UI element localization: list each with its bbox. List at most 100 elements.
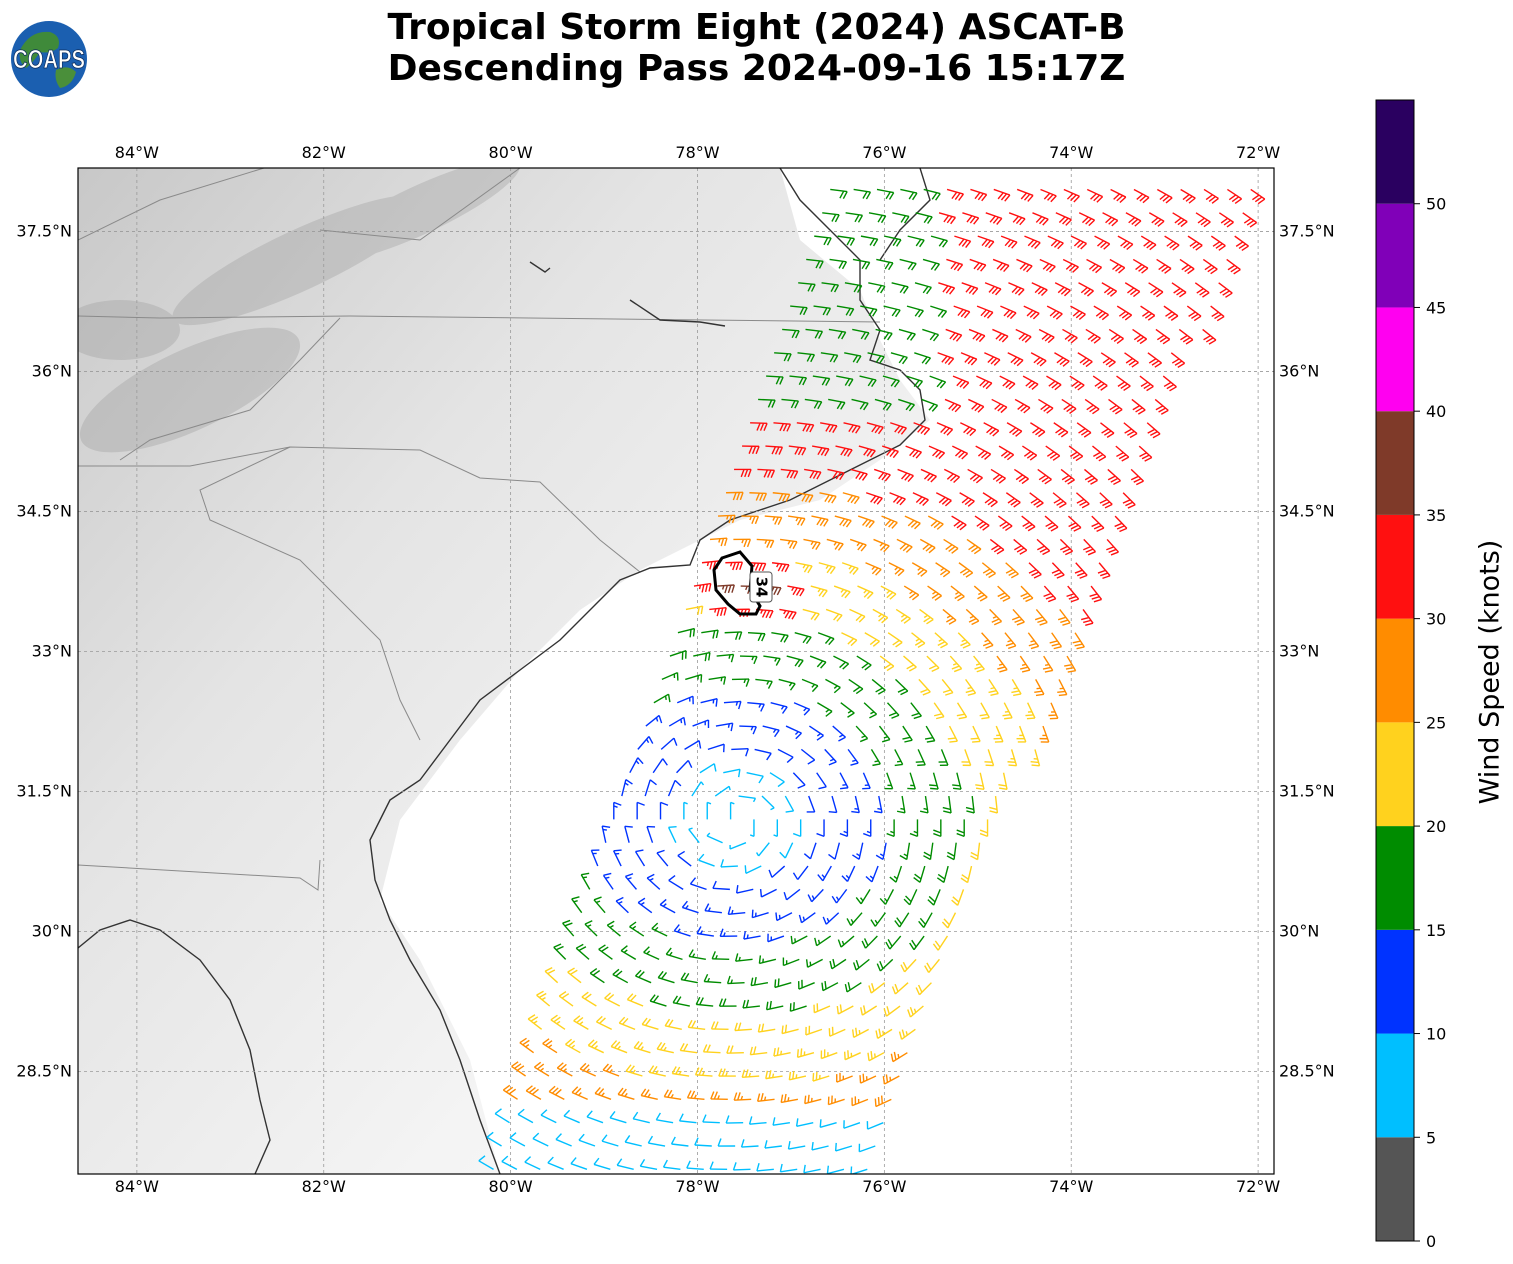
wind-barb-499 xyxy=(1021,515,1036,532)
wind-barb-100 xyxy=(867,1051,885,1062)
wind-barb-179 xyxy=(767,933,785,943)
wind-barb-15 xyxy=(826,1165,845,1174)
wind-barb-432 xyxy=(693,582,712,593)
wind-barb-709 xyxy=(884,235,902,247)
wind-barb-129 xyxy=(765,1000,784,1011)
wind-barb-478 xyxy=(943,538,959,554)
wind-barb-735 xyxy=(1055,212,1072,226)
wind-barb-675 xyxy=(961,282,979,296)
wind-barb-155 xyxy=(598,944,613,960)
wind-barb-688 xyxy=(829,258,848,270)
wind-barb-538 xyxy=(1107,468,1121,486)
wind-barb-733 xyxy=(1008,212,1026,226)
state-borders xyxy=(78,168,881,891)
wind-barb-72 xyxy=(602,1063,620,1077)
wind-barb-443 xyxy=(950,585,965,602)
wind-barb-213 xyxy=(783,888,801,901)
wind-barb-430 xyxy=(1057,608,1071,626)
wind-barb-693 xyxy=(946,258,964,272)
wind-barb-431 xyxy=(1080,608,1094,626)
wind-barb-215 xyxy=(831,888,848,904)
wind-barb-446 xyxy=(1020,585,1034,603)
wind-barb-425 xyxy=(942,608,957,625)
wind-barb-119 xyxy=(536,990,551,1007)
wind-barb-551 xyxy=(998,445,1015,461)
wind-barb-577 xyxy=(781,398,800,409)
colorbar-bin-10 xyxy=(1376,100,1414,204)
lat-tick-label-left-3: 33°N xyxy=(32,641,72,660)
wind-barb-93 xyxy=(702,1044,721,1054)
wind-barb-133 xyxy=(860,1005,878,1016)
wind-barb-214 xyxy=(807,888,824,903)
wind-barb-233 xyxy=(865,865,879,883)
wind-barb-304 xyxy=(975,772,985,790)
wind-barb-73 xyxy=(625,1064,643,1077)
wind-barb-498 xyxy=(997,515,1013,532)
wind-barb-705 xyxy=(1226,258,1241,275)
wind-barb-630 xyxy=(782,328,800,339)
wind-barb-363 xyxy=(731,678,750,687)
wind-barb-164 xyxy=(805,958,823,968)
wind-barb-490 xyxy=(811,515,829,527)
wind-barb-42 xyxy=(678,1113,697,1124)
wind-barb-474 xyxy=(849,538,867,552)
wind-barb-138 xyxy=(589,968,605,984)
logo-text: COAPS xyxy=(13,44,85,74)
wind-34kt-contour xyxy=(712,550,762,616)
wind-barb-99 xyxy=(843,1050,861,1061)
wind-barb-98 xyxy=(820,1049,838,1060)
wind-barb-599 xyxy=(882,375,900,388)
wind-barb-21 xyxy=(578,1133,596,1147)
colorbar-bin-7 xyxy=(1376,411,1414,515)
wind-barb-390 xyxy=(949,655,963,673)
wind-barb-482 xyxy=(1036,538,1051,556)
wind-barb-175 xyxy=(673,924,691,937)
wind-barb-698 xyxy=(1062,258,1079,273)
wind-barb-300 xyxy=(884,772,894,790)
wind-barb-491 xyxy=(834,515,852,528)
wind-barb-421 xyxy=(849,608,866,623)
wind-barb-306 xyxy=(637,736,654,750)
wind-barb-315 xyxy=(847,748,859,766)
wind-barb-316 xyxy=(870,749,881,767)
wind-barb-519 xyxy=(1075,492,1090,509)
wind-barb-200 xyxy=(870,912,886,927)
wind-barb-651 xyxy=(836,305,855,317)
wind-barb-114 xyxy=(805,1025,823,1036)
wind-barb-695 xyxy=(992,258,1010,273)
wind-barb-457 xyxy=(865,562,882,576)
wind-barb-325 xyxy=(668,716,686,727)
wind-barb-576 xyxy=(758,398,776,408)
wind-barb-113 xyxy=(781,1024,799,1035)
wind-barb-426 xyxy=(965,608,980,626)
wind-barb-379 xyxy=(693,651,711,662)
wind-barb-441 xyxy=(903,585,920,601)
wind-barb-230 xyxy=(792,865,809,880)
wind-barb-317 xyxy=(894,749,904,767)
wind-barb-547 xyxy=(905,445,922,459)
wind-barb-714 xyxy=(1000,235,1018,249)
wind-barb-631 xyxy=(805,328,824,339)
wind-barb-7 xyxy=(639,1159,658,1171)
wind-barb-166 xyxy=(852,958,870,971)
wind-barb-232 xyxy=(841,865,856,882)
wind-barb-589 xyxy=(1061,398,1077,415)
wind-barb-700 xyxy=(1109,258,1126,274)
wind-barb-403 xyxy=(841,632,858,647)
wind-barb-193 xyxy=(704,903,722,914)
wind-barb-95 xyxy=(749,1046,768,1056)
wind-barb-620 xyxy=(960,352,978,366)
wind-barb-445 xyxy=(997,585,1011,602)
wind-barb-444 xyxy=(973,585,988,602)
wind-barb-255 xyxy=(613,801,622,820)
coastline xyxy=(78,168,931,1174)
wind-barb-644 xyxy=(1108,328,1124,344)
wind-barb-753 xyxy=(1040,188,1057,203)
wind-barb-84 xyxy=(882,1074,900,1085)
wind-barb-143 xyxy=(703,973,722,984)
wind-barb-289 xyxy=(629,757,644,774)
wind-barb-57 xyxy=(640,1088,658,1101)
wind-barb-520 xyxy=(1099,492,1113,509)
wind-barb-71 xyxy=(579,1062,596,1077)
wind-barb-408 xyxy=(957,632,971,649)
